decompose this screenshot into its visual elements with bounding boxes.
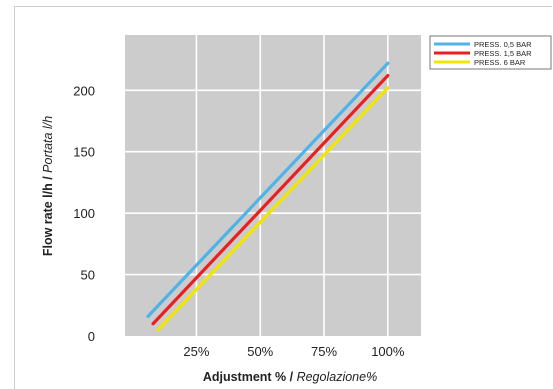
x-axis-label-italic: Regolazione%	[297, 370, 378, 384]
y-tick-label: 150	[73, 145, 95, 160]
y-axis-label: Flow rate l/h / Portata l/h	[41, 116, 55, 256]
x-tick-label: 25%	[183, 344, 209, 359]
series-lines	[146, 61, 390, 332]
y-tick-label: 200	[73, 83, 95, 98]
series-line	[156, 86, 390, 332]
legend-label: PRESS. 6 BAR	[474, 58, 526, 67]
y-axis-label-italic: Portata l/h	[41, 116, 55, 173]
legend-label: PRESS. 0,5 BAR	[474, 40, 532, 49]
legend-label: PRESS. 1,5 BAR	[474, 49, 532, 58]
x-axis-label: Adjustment % / Regolazione%	[203, 370, 377, 384]
x-axis-label-main: Adjustment % /	[203, 370, 297, 384]
y-tick-labels: 0 50 100 150 200	[73, 83, 95, 344]
y-tick-label: 100	[73, 206, 95, 221]
x-tick-label: 50%	[247, 344, 273, 359]
x-tick-labels: 25% 50% 75% 100%	[183, 344, 404, 359]
y-tick-label: 50	[81, 268, 95, 283]
y-axis-label-main: Flow rate l/h /	[41, 173, 55, 256]
x-tick-label: 75%	[311, 344, 337, 359]
x-tick-label: 100%	[371, 344, 405, 359]
series-line	[151, 73, 390, 326]
grid-lines	[125, 35, 421, 336]
series-line	[146, 61, 390, 318]
y-tick-label: 0	[88, 329, 95, 344]
